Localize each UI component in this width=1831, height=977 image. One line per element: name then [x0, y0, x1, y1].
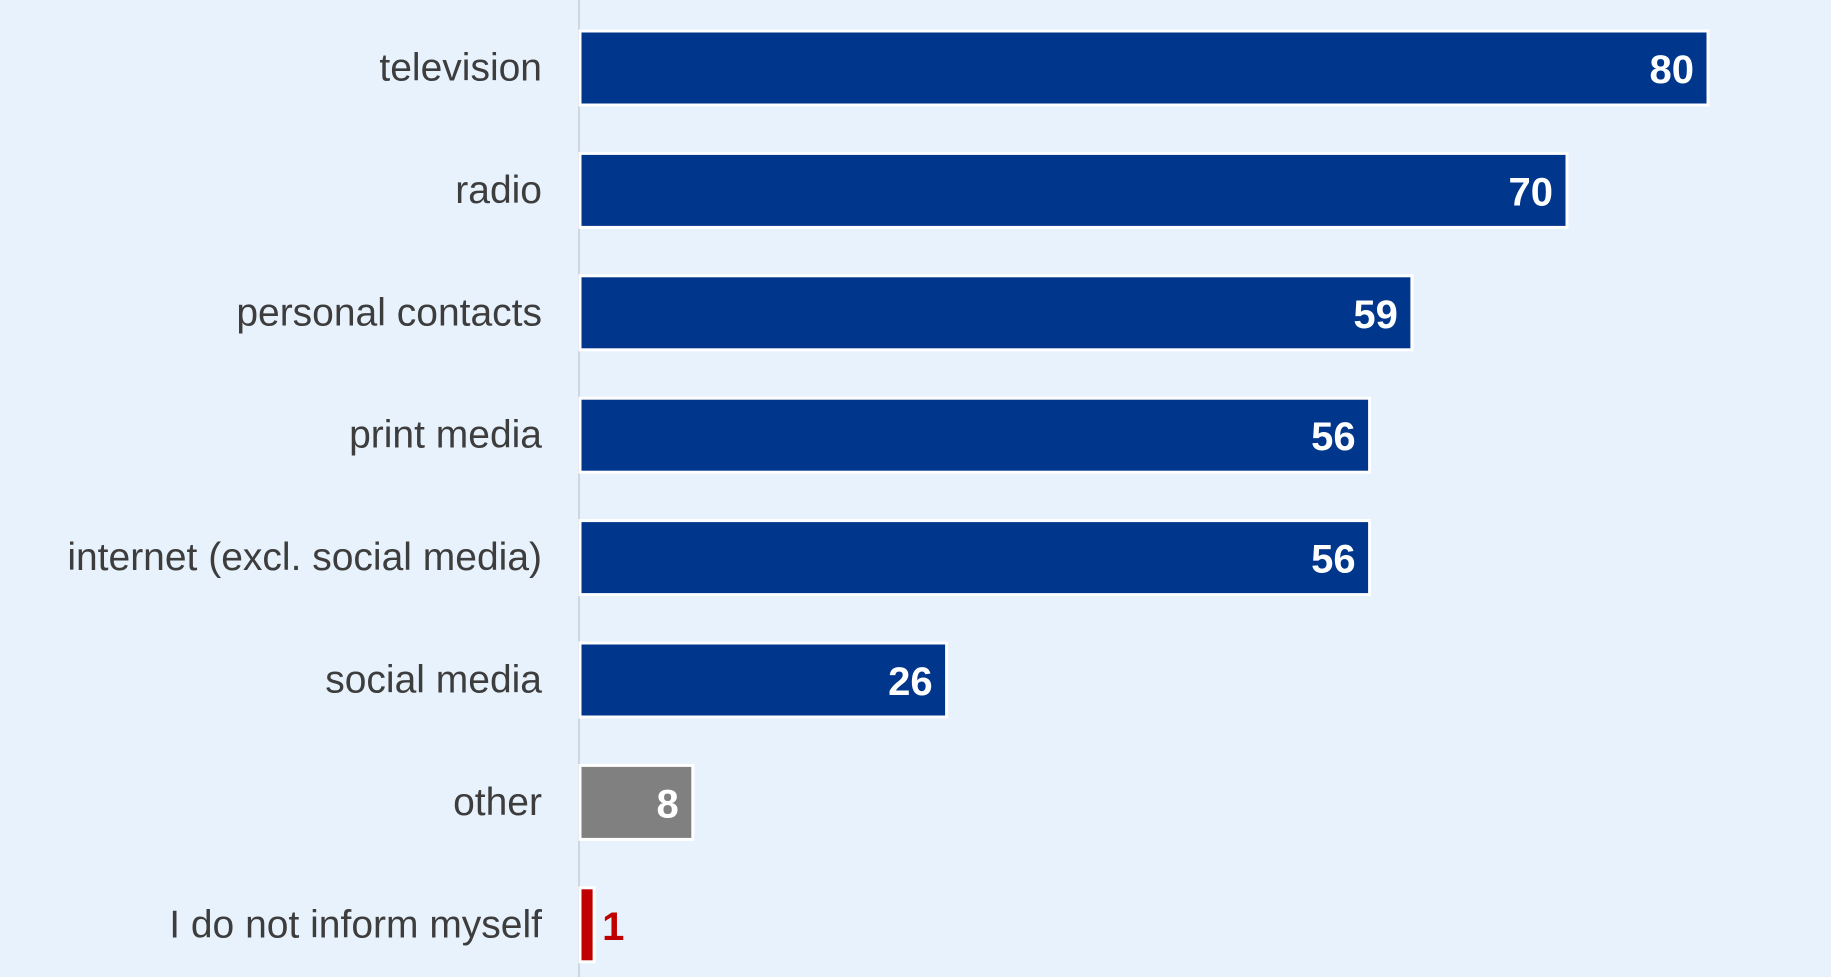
- value-label-radio: 70: [1509, 170, 1554, 214]
- value-label-other: 8: [657, 782, 679, 826]
- category-label-i-do-not-inform-myself: I do not inform myself: [169, 903, 542, 946]
- category-label-television: television: [379, 47, 542, 90]
- category-label-radio: radio: [455, 169, 542, 212]
- category-label-social-media: social media: [325, 659, 542, 702]
- category-label-internet-excl-social-media: internet (excl. social media): [67, 536, 542, 579]
- value-label-personal-contacts: 59: [1353, 293, 1398, 337]
- value-label-i-do-not-inform-myself: 1: [602, 905, 624, 949]
- bars-group: television 80 radio 70 personal contacts 59 pr…: [67, 29, 1710, 964]
- bar-personal-contacts: [578, 274, 1414, 352]
- bar-other: [578, 763, 695, 841]
- value-label-internet-excl-social-media: 56: [1311, 538, 1356, 582]
- bar-internet-excl-social-media: [578, 519, 1372, 597]
- value-label-television: 80: [1650, 48, 1695, 92]
- category-label-other: other: [453, 781, 542, 824]
- value-label-print-media: 56: [1311, 415, 1356, 459]
- category-label-personal-contacts: personal contacts: [236, 291, 542, 334]
- bar-radio: [578, 151, 1569, 229]
- bar-social-media: [578, 641, 949, 719]
- bar-i-do-not-inform-myself: [578, 886, 596, 964]
- value-label-social-media: 26: [888, 660, 933, 704]
- bar-print-media: [578, 396, 1372, 474]
- bar-television: [578, 29, 1710, 107]
- category-label-print-media: print media: [349, 414, 542, 457]
